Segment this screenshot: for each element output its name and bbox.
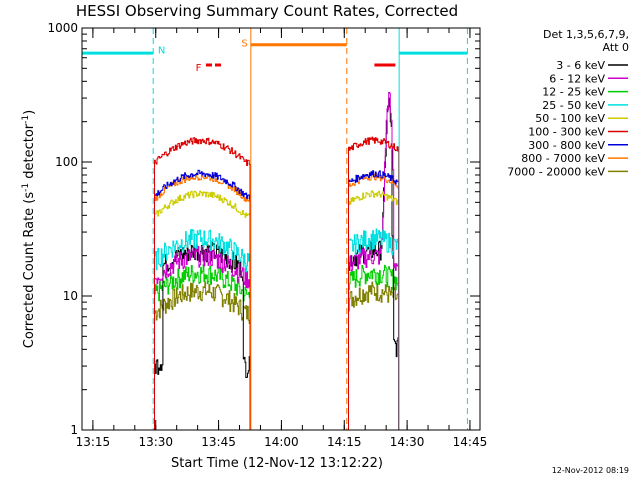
series-line [154,97,400,430]
y-tick-label: 100 [55,155,78,169]
x-tick-label: 13:45 [201,435,236,449]
legend-title-line: Det 1,3,5,6,7,9, [543,28,629,41]
legend-entry-label: 800 - 7000 keV [521,152,605,165]
y-axis-label-part: detector [22,123,37,183]
x-tick-label: 13:15 [76,435,111,449]
legend-entry-label: 3 - 6 keV [556,59,605,72]
y-axis-label-exponent: -1 [21,183,31,192]
series-line [154,281,400,430]
y-axis-label: Corrected Count Rate (s-1 detector-1) [21,110,37,348]
interval-label: F [196,63,202,74]
legend-entry-label: 7000 - 20000 keV [507,165,605,178]
y-tick-label: 1 [70,423,78,437]
y-tick-label: 1000 [47,21,78,35]
x-tick-label: 13:30 [138,435,173,449]
y-tick-label: 10 [63,289,78,303]
chart-title: HESSI Observing Summary Count Rates, Cor… [76,2,458,20]
plot-area: N S F [82,28,468,430]
legend-entry-label: 50 - 100 keV [535,112,605,125]
x-tick-label: 14:15 [327,435,362,449]
y-axis-label-part: ) [22,110,37,115]
series-line [154,136,400,430]
series-line [154,228,400,430]
x-tick-label: 14:30 [390,435,425,449]
legend-entry-label: 25 - 50 keV [542,99,605,112]
legend-title-line: Att 0 [603,41,629,54]
y-axis-label-exponent: -1 [21,115,31,124]
footer-timestamp: 12-Nov-2012 08:19 [552,466,629,475]
x-axis: 13:15 13:30 13:45 14:00 14:15 14:30 14:45 [76,28,488,449]
plot-frame [81,27,481,431]
legend-entry-label: 6 - 12 keV [549,72,605,85]
legend-entry-label: 100 - 300 keV [528,126,605,139]
x-tick-label: 14:00 [264,435,299,449]
x-tick-label: 14:45 [453,435,488,449]
series-line [154,92,400,430]
series-line [154,169,400,430]
interval-label: S [241,38,247,49]
series-line [154,264,400,430]
series-line [154,190,400,430]
legend-entry-label: 12 - 25 keV [542,86,605,99]
y-axis: 1 10 100 1000 [47,21,480,437]
y-axis-label-part: Corrected Count Rate (s [22,192,37,349]
interval-label: N [158,46,165,57]
legend-entry-label: 300 - 800 keV [528,139,605,152]
x-axis-label: Start Time (12-Nov-12 13:12:22) [171,456,383,471]
